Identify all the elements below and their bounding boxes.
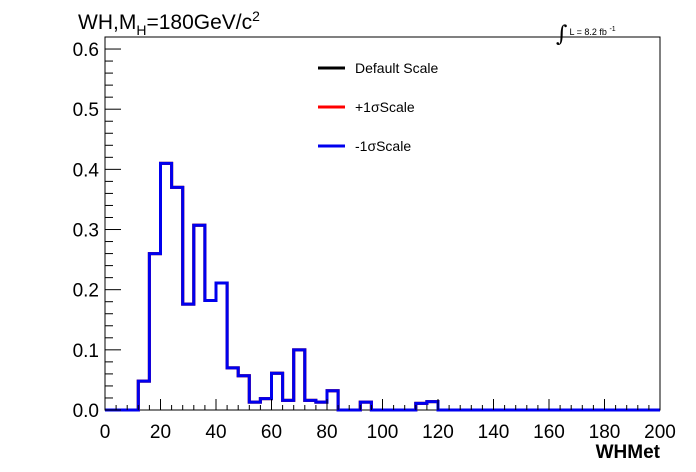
x-tick-label: 60 <box>261 422 282 443</box>
luminosity-label: ∫ L = 8.2 fb -1 <box>556 16 616 47</box>
title-superscript: 2 <box>252 8 260 24</box>
x-axis-label: WHMet <box>595 442 660 463</box>
chart-title: WH,MH=180GeV/c2 <box>78 8 260 38</box>
title-prefix: WH,M <box>78 11 137 34</box>
legend: Default Scale +1σScale -1σScale <box>318 60 438 154</box>
y-tick-label: 0.3 <box>73 221 99 242</box>
x-tick-label: 100 <box>367 422 399 443</box>
x-tick-label: 20 <box>150 422 171 443</box>
x-tick-label: 160 <box>533 422 565 443</box>
y-tick-label: 0.2 <box>73 281 99 302</box>
y-tick-label: 0.0 <box>73 401 99 422</box>
y-tick-label: 0.6 <box>73 40 99 61</box>
lumi-text: L = 8.2 fb <box>569 27 607 37</box>
y-tick-label: 0.5 <box>73 100 99 121</box>
title-subscript: H <box>136 22 147 38</box>
x-tick-label: 180 <box>589 422 621 443</box>
x-tick-label: 0 <box>100 422 111 443</box>
axes-layer: 0 20 40 60 80 100 120 140 160 180 200 0.0 0.1 0.2 0.3 0… <box>73 40 676 443</box>
legend-label: -1σScale <box>355 138 411 154</box>
lumi-superscript: -1 <box>609 26 616 33</box>
x-tick-label: 80 <box>316 422 337 443</box>
x-tick-label: 120 <box>422 422 454 443</box>
histogram-series <box>105 161 660 412</box>
legend-label: Default Scale <box>355 60 438 76</box>
title-mid: =180GeV/c <box>146 11 253 34</box>
x-tick-label: 40 <box>205 422 226 443</box>
histogram-series <box>105 161 660 412</box>
integral-icon: ∫ <box>556 22 568 47</box>
y-tick-label: 0.4 <box>73 160 100 181</box>
x-tick-label: 140 <box>478 422 510 443</box>
legend-label: +1σScale <box>355 99 415 115</box>
histogram-series <box>105 161 660 412</box>
x-tick-label: 200 <box>644 422 676 443</box>
series-layer <box>105 161 660 412</box>
y-tick-label: 0.1 <box>73 341 99 362</box>
plot-frame <box>104 36 661 411</box>
